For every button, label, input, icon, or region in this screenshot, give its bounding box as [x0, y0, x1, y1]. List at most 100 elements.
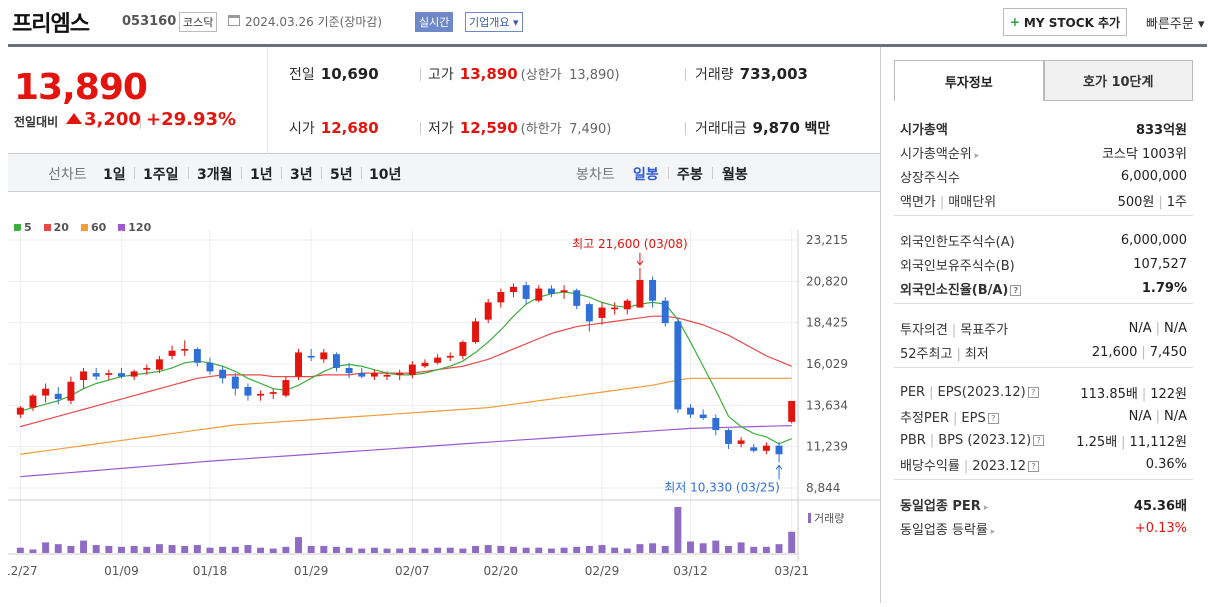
candle-body — [661, 300, 669, 324]
low-arrowhead — [775, 464, 783, 470]
row-label-text: 목표주가 — [960, 322, 1009, 338]
help-icon[interactable]: ? — [987, 412, 999, 424]
tab-3month[interactable]: 3개월 — [197, 167, 233, 183]
row-value-text: 6,000,000 — [1120, 168, 1187, 184]
invest-row-value: N/A | N/A — [1129, 321, 1187, 336]
quote-date: 2024.03.26 기준(장마감) — [245, 15, 383, 29]
candle-body — [775, 445, 783, 455]
candle-body — [143, 367, 151, 370]
row-label-text: 배당수익률 — [900, 458, 960, 474]
x-tick-label: 01/18 — [193, 564, 228, 578]
company-overview-dropdown[interactable]: 기업개요 ▾ — [465, 12, 523, 32]
volume-bar — [345, 547, 353, 553]
row-value-text: +0.13% — [1134, 520, 1187, 536]
chevron-down-icon: ▾ — [512, 16, 519, 29]
quick-order-link[interactable]: 빠른주문 ▾ — [1146, 13, 1205, 32]
chart-period-tabs: 선차트 1일 1주일 3개월 1년 3년 5년 10년 봉차트 일봉 주봉 월봉 — [8, 154, 880, 192]
divider — [420, 122, 421, 135]
tab-daily[interactable]: 일봉 — [633, 167, 659, 183]
tab-10year[interactable]: 10년 — [369, 167, 402, 183]
chevron-right-icon[interactable]: ▸ — [980, 502, 989, 513]
quote-value: 10,690 — [320, 65, 379, 83]
divider: | — [963, 458, 969, 474]
row-label-text: 동일업종 PER — [900, 498, 981, 514]
volume-bar — [282, 546, 290, 553]
help-icon[interactable]: ? — [1033, 434, 1045, 446]
invest-row-label: 외국인소진율(B/A)? — [900, 279, 1022, 298]
realtime-button[interactable]: 실시간 — [415, 12, 454, 32]
volume-bar — [54, 544, 62, 553]
row-label-text: 매매단위 — [948, 194, 997, 210]
quick-order-label: 빠른주문 — [1146, 17, 1194, 32]
divider: | — [929, 384, 934, 400]
row-label-text: 52주최고 — [900, 346, 953, 362]
tab-1week[interactable]: 1주일 — [143, 167, 179, 183]
candle-chart-label: 봉차트 — [576, 167, 615, 183]
my-stock-add-button[interactable]: + MY STOCK 추가 — [1003, 8, 1127, 36]
invest-row: 상장주식수 6,000,000 — [900, 165, 1187, 187]
candle-body — [67, 381, 75, 401]
invest-row-label: PER | EPS(2023.12)? — [900, 385, 1039, 400]
ma120-line — [20, 424, 792, 478]
ma-legend-label: 5 — [24, 221, 32, 234]
tab-invest-info[interactable]: 투자정보 — [894, 60, 1044, 101]
volume-bar — [497, 545, 505, 553]
chevron-right-icon[interactable]: ▸ — [987, 526, 996, 537]
candle-body — [54, 393, 62, 400]
invest-row-value: 833억원 — [1136, 119, 1187, 138]
tab-3year[interactable]: 3년 — [290, 167, 313, 183]
invest-row-value: 1.79% — [1142, 281, 1187, 296]
divider: | — [953, 410, 958, 426]
tab-monthly[interactable]: 월봉 — [722, 167, 748, 183]
candle-body — [611, 307, 619, 310]
candle-body — [699, 414, 707, 419]
quote-label: 시가 — [289, 121, 315, 137]
volume-bar — [219, 546, 227, 553]
row-label-text: 최저 — [964, 346, 989, 362]
y-tick-label: 11,239 — [806, 440, 848, 454]
row-value-text: N/A — [1128, 408, 1152, 424]
invest-row-value: 코스닥 1003위 — [1102, 143, 1187, 162]
row-label-text: 외국인소진율(B/A) — [900, 282, 1009, 298]
invest-row: 외국인보유주식수(B) 107,527 — [900, 253, 1187, 275]
chevron-right-icon[interactable]: ▸ — [971, 150, 980, 161]
help-icon[interactable]: ? — [1010, 284, 1022, 296]
candle-body — [421, 362, 429, 367]
divider — [321, 167, 322, 179]
divider: | — [1141, 344, 1146, 360]
help-icon[interactable]: ? — [1027, 460, 1039, 472]
quote-label: 저가 — [428, 121, 454, 137]
volume-bar — [206, 547, 214, 553]
volume-bar — [434, 547, 442, 553]
invest-row-label: 동일업종 PER ▸ — [900, 495, 988, 514]
header-divider — [8, 44, 1207, 47]
tab-1year[interactable]: 1년 — [250, 167, 273, 183]
chevron-down-icon: ▾ — [1197, 17, 1205, 32]
volume-bar — [788, 531, 796, 553]
section-divider — [894, 367, 1193, 368]
help-icon[interactable]: ? — [1027, 386, 1039, 398]
x-tick-label: 01/29 — [294, 564, 329, 578]
tab-order-book[interactable]: 호가 10단계 — [1043, 60, 1193, 101]
row-value-text: 21,600 — [1091, 344, 1138, 360]
price-change-percent: +29.93% — [146, 109, 237, 130]
price-chart[interactable]: 23,215 20,820 18,425 16,029 13,634 11,239 8,84… — [3, 212, 880, 603]
volume-bar — [320, 545, 328, 553]
row-value-text: 코스닥 1003위 — [1101, 146, 1187, 162]
invest-row: 외국인한도주식수(A) 6,000,000 — [900, 229, 1187, 251]
row-label-text: EPS — [961, 410, 986, 426]
volume-bar — [611, 547, 619, 553]
volume-bar — [332, 546, 340, 553]
row-label-text: BPS (2023.12) — [938, 432, 1032, 448]
tab-5year[interactable]: 5년 — [330, 167, 353, 183]
tab-weekly[interactable]: 주봉 — [677, 167, 703, 183]
row-value-text: 833억원 — [1135, 122, 1187, 138]
quote-low: 저가 12,590 (하한가 7,490) — [428, 118, 611, 138]
volume-bar — [295, 537, 302, 553]
candle-body — [737, 440, 745, 444]
upper-limit-value: 13,890) — [569, 68, 620, 83]
row-value-text: 0.36% — [1145, 456, 1187, 472]
y-tick-label: 18,425 — [806, 316, 848, 330]
quote-unit: 백만 — [804, 121, 831, 137]
tab-1day[interactable]: 1일 — [103, 167, 126, 183]
